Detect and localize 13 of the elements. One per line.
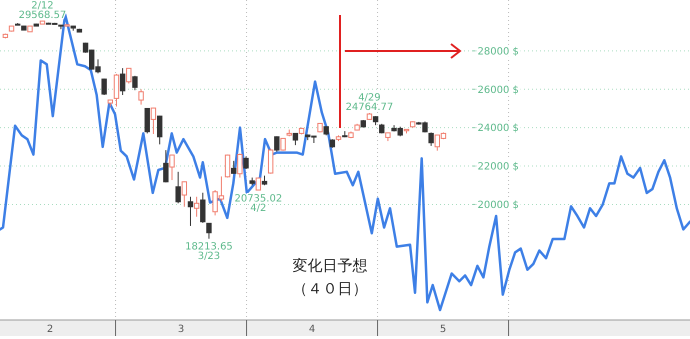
- annotation: 20735.02 4/2: [234, 193, 282, 214]
- y-tick-label: 24000 $: [478, 123, 519, 134]
- x-tick-label: 2: [46, 324, 54, 335]
- y-tick-label: 26000 $: [478, 84, 519, 96]
- y-tick-label: 20000 $: [478, 200, 519, 211]
- annotation: 18213.65 3/23: [185, 242, 233, 262]
- x-tick-label: 5: [440, 324, 446, 335]
- y-tick-label: 22000 $: [478, 162, 519, 173]
- x-tick-label: 3: [178, 324, 184, 335]
- annotation: 4/29 24764.77: [346, 92, 394, 113]
- annotation: 変化日予想（４０日）: [292, 256, 368, 298]
- x-tick-label: 4: [308, 324, 316, 335]
- y-tick-label: 28000 $: [478, 46, 519, 58]
